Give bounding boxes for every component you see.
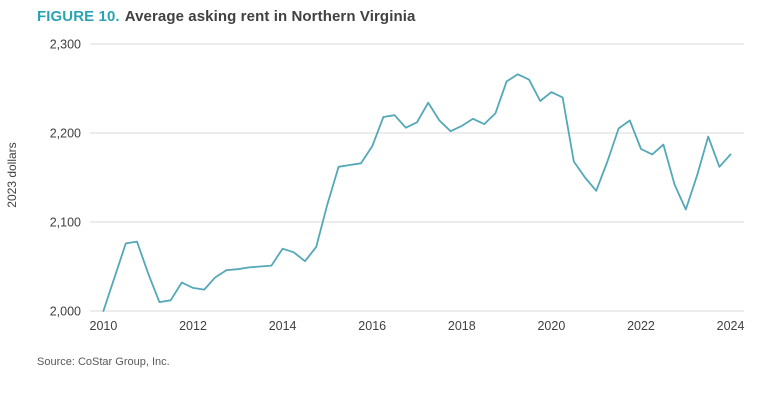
x-tick-label: 2016 [358,319,386,333]
y-tick-label: 2,200 [50,127,81,141]
source-note: Source: CoStar Group, Inc. [37,356,170,368]
chart-title-text: Average asking rent in Northern Virginia [124,8,416,25]
y-tick-label: 2,300 [50,38,81,52]
x-tick-label: 2014 [269,319,297,333]
x-tick-label: 2024 [717,319,745,333]
y-tick-label: 2,100 [50,216,81,230]
chart-title: FIGURE 10. Average asking rent in Norther… [37,8,415,25]
rent-line-series [102,73,732,312]
figure-number-label: FIGURE 10. [37,8,120,25]
y-tick-label: 2,000 [50,305,81,319]
x-tick-label: 2018 [448,319,476,333]
x-tick-label: 2012 [179,319,207,333]
x-tick-label: 2022 [627,319,655,333]
line-chart: 2,000 2,100 2,200 2,300 2010 2012 2014 2016 2018… [50,38,745,334]
x-tick-label: 2010 [90,319,118,333]
x-tick-label: 2020 [537,319,565,333]
y-axis-title: 2023 dollars [5,142,19,208]
chart-area: 2,000 2,100 2,200 2,300 2010 2012 2014 2016 2018… [28,34,752,334]
